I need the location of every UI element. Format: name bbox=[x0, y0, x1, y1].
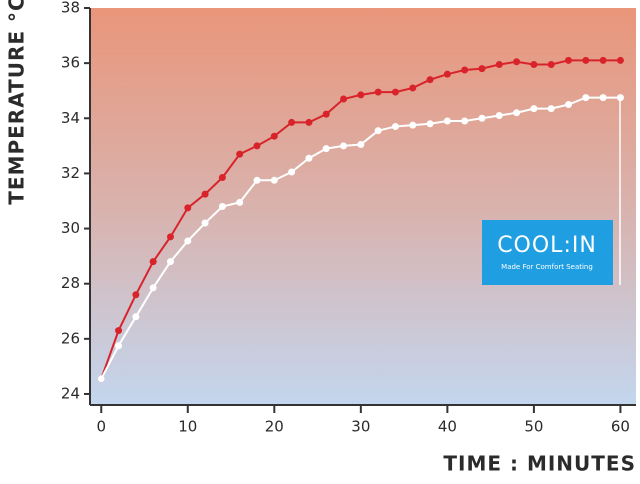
data-point bbox=[270, 176, 278, 184]
logo-text: COOL:IN bbox=[497, 233, 597, 258]
data-point bbox=[340, 142, 348, 150]
data-point bbox=[599, 94, 607, 102]
data-point bbox=[288, 168, 296, 176]
y-tick-label: 38 bbox=[61, 0, 80, 17]
data-point bbox=[288, 118, 296, 126]
y-tick-label: 30 bbox=[61, 219, 80, 237]
data-point bbox=[599, 56, 607, 64]
y-tick-label: 32 bbox=[61, 164, 80, 182]
data-point bbox=[270, 132, 278, 140]
data-point bbox=[530, 105, 538, 113]
x-tick-label: 40 bbox=[438, 418, 457, 436]
data-point bbox=[253, 176, 261, 184]
data-point bbox=[513, 58, 521, 66]
data-point bbox=[149, 258, 157, 266]
data-point bbox=[97, 375, 105, 383]
data-point bbox=[530, 61, 538, 69]
plot-background bbox=[90, 8, 636, 405]
x-tick-label: 60 bbox=[611, 418, 630, 436]
y-tick-label: 24 bbox=[61, 384, 80, 402]
data-point bbox=[461, 117, 469, 125]
data-point bbox=[218, 203, 226, 210]
data-point bbox=[340, 95, 348, 103]
y-axis-title: TEMPERATURE °C bbox=[5, 0, 29, 205]
data-point bbox=[616, 94, 624, 102]
data-point bbox=[426, 120, 434, 128]
x-tick-label: 50 bbox=[524, 418, 543, 436]
x-tick-label: 10 bbox=[178, 418, 197, 436]
data-point bbox=[253, 142, 261, 150]
y-tick-label: 26 bbox=[61, 329, 80, 347]
data-point bbox=[616, 56, 624, 64]
data-point bbox=[184, 237, 192, 245]
data-point bbox=[495, 112, 503, 120]
data-point bbox=[374, 88, 382, 96]
y-tick-label: 28 bbox=[61, 274, 80, 292]
x-axis-title: TIME : MINUTES bbox=[443, 452, 636, 476]
data-point bbox=[391, 88, 399, 96]
data-point bbox=[305, 118, 313, 126]
data-point bbox=[409, 84, 417, 92]
x-tick-label: 20 bbox=[265, 418, 284, 436]
data-point bbox=[426, 76, 434, 84]
data-point bbox=[443, 117, 451, 125]
logo-box bbox=[482, 220, 613, 285]
data-point bbox=[513, 109, 521, 117]
y-tick-label: 36 bbox=[61, 54, 80, 72]
data-point bbox=[357, 140, 365, 148]
data-point bbox=[236, 198, 244, 206]
logo-tagline: Made For Comfort Seating bbox=[501, 263, 593, 271]
data-point bbox=[132, 291, 140, 299]
data-point bbox=[461, 66, 469, 74]
data-point bbox=[115, 327, 123, 335]
data-point bbox=[565, 56, 573, 64]
data-point bbox=[218, 174, 226, 182]
data-point bbox=[478, 114, 486, 122]
x-tick-label: 30 bbox=[351, 418, 370, 436]
data-point bbox=[391, 123, 399, 131]
data-point bbox=[184, 204, 192, 212]
data-point bbox=[495, 61, 503, 69]
data-point bbox=[166, 258, 174, 266]
data-point bbox=[201, 219, 209, 227]
data-point bbox=[409, 121, 417, 129]
data-point bbox=[547, 105, 555, 113]
data-point bbox=[115, 342, 123, 350]
data-point bbox=[166, 233, 174, 241]
data-point bbox=[374, 127, 382, 135]
data-point bbox=[322, 145, 330, 153]
data-point bbox=[565, 100, 573, 108]
data-point bbox=[357, 91, 365, 99]
data-point bbox=[443, 70, 451, 78]
data-point bbox=[201, 190, 209, 198]
data-point bbox=[149, 284, 157, 292]
y-tick-label: 34 bbox=[61, 109, 80, 127]
data-point bbox=[478, 65, 486, 73]
data-point bbox=[236, 150, 244, 158]
data-point bbox=[582, 56, 590, 64]
data-point bbox=[305, 154, 313, 162]
data-point bbox=[132, 313, 140, 321]
data-point bbox=[582, 94, 590, 102]
data-point bbox=[547, 61, 555, 69]
x-tick-label: 0 bbox=[96, 418, 106, 436]
data-point bbox=[322, 110, 330, 118]
